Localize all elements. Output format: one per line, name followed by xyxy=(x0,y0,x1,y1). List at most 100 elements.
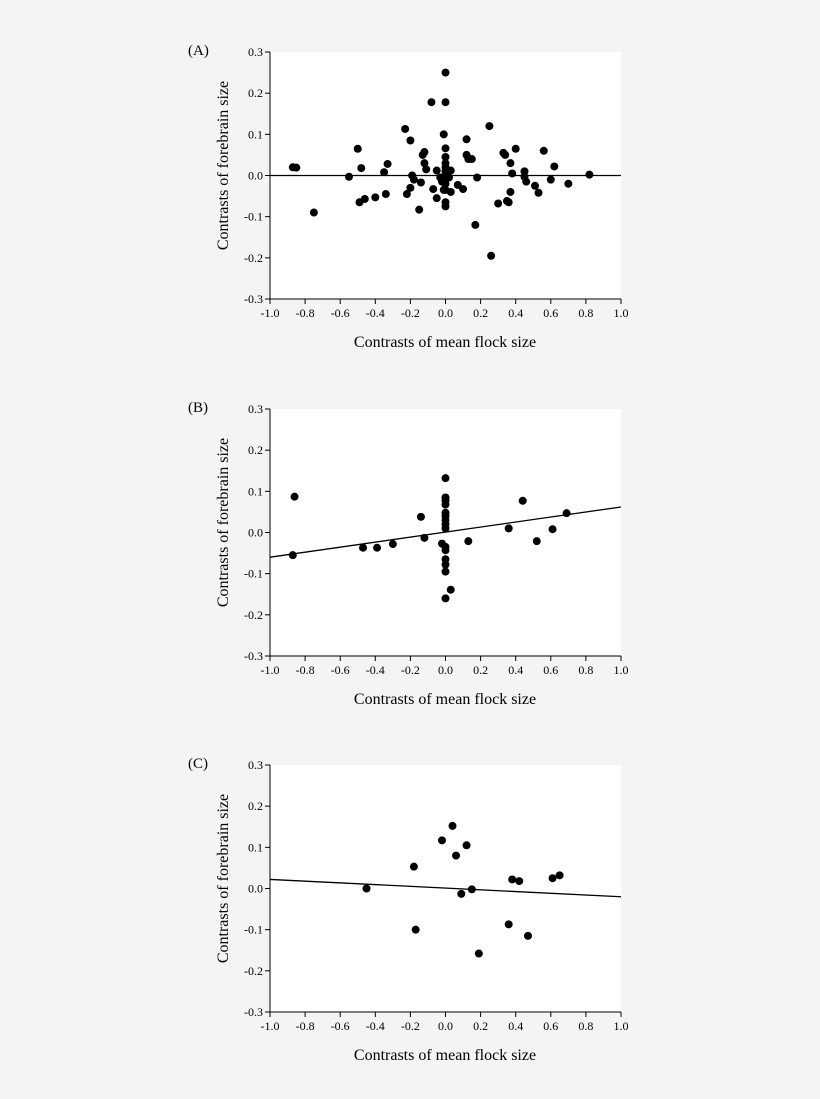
x-axis-label: Contrasts of mean flock size xyxy=(354,1047,536,1064)
data-point xyxy=(420,159,429,168)
x-tick-label: 0.8 xyxy=(578,1019,593,1033)
y-tick-label: -0.3 xyxy=(244,292,263,306)
data-point xyxy=(406,183,415,192)
x-tick-label: 0.2 xyxy=(473,306,488,320)
data-point xyxy=(446,166,455,175)
y-tick-label: -0.2 xyxy=(244,251,263,265)
y-tick-label: -0.2 xyxy=(244,964,263,978)
x-tick-label: 0.4 xyxy=(508,663,523,677)
x-tick-label: -1.0 xyxy=(261,1019,280,1033)
data-point xyxy=(506,187,515,196)
data-point xyxy=(359,543,368,552)
data-point xyxy=(380,168,389,177)
x-tick-label: -0.4 xyxy=(366,663,385,677)
data-point xyxy=(467,885,476,894)
data-point xyxy=(457,889,466,898)
y-tick-label: 0.3 xyxy=(248,45,263,59)
data-point xyxy=(548,874,557,883)
x-tick-label: 0.4 xyxy=(508,306,523,320)
data-point xyxy=(474,949,483,958)
x-tick-label: -0.6 xyxy=(331,306,350,320)
data-point xyxy=(416,178,425,187)
data-point xyxy=(448,821,457,830)
x-tick-label: -0.2 xyxy=(401,1019,420,1033)
data-point xyxy=(441,98,450,107)
data-point xyxy=(462,841,471,850)
x-tick-label: 0.2 xyxy=(473,663,488,677)
data-point xyxy=(371,193,380,202)
data-point xyxy=(564,179,573,188)
data-point xyxy=(290,492,299,501)
x-tick-label: 0.6 xyxy=(543,1019,558,1033)
x-tick-label: -0.2 xyxy=(401,663,420,677)
data-point xyxy=(548,525,557,534)
x-axis-label: Contrasts of mean flock size xyxy=(354,334,536,351)
x-tick-label: 1.0 xyxy=(614,306,629,320)
x-tick-label: 0.2 xyxy=(473,1019,488,1033)
data-point xyxy=(388,540,397,549)
data-point xyxy=(360,194,369,203)
y-axis-label: Contrasts of forebrain size xyxy=(215,794,232,963)
data-point xyxy=(494,199,503,208)
y-tick-label: -0.1 xyxy=(244,567,263,581)
x-tick-label: 0.0 xyxy=(438,663,453,677)
data-point xyxy=(416,512,425,521)
x-tick-label: -0.4 xyxy=(366,1019,385,1033)
data-point xyxy=(562,509,571,518)
data-point xyxy=(555,871,564,880)
panel-a: 0.3 0.2 0.1 0.0 -0.1 -0.2 -0.3-1.0 -0.8 -0.6 -0.4… xyxy=(188,43,629,351)
data-point xyxy=(353,144,362,153)
data-point xyxy=(441,202,450,211)
x-tick-label: -1.0 xyxy=(261,663,280,677)
panel-label: (C) xyxy=(188,756,208,772)
panel-label: (B) xyxy=(188,400,208,416)
data-point xyxy=(534,188,543,197)
data-point xyxy=(487,251,496,260)
x-tick-label: -0.2 xyxy=(401,306,420,320)
data-point xyxy=(452,851,461,860)
data-point xyxy=(446,585,455,594)
data-point xyxy=(504,920,513,929)
data-point xyxy=(464,537,473,546)
x-tick-label: 0.8 xyxy=(578,663,593,677)
data-point xyxy=(441,68,450,77)
data-point xyxy=(439,130,448,139)
y-tick-label: 0.0 xyxy=(248,526,263,540)
data-point xyxy=(422,165,431,174)
data-point xyxy=(344,172,353,181)
data-point xyxy=(362,884,371,893)
data-point xyxy=(550,162,559,171)
data-point xyxy=(373,543,382,552)
data-point xyxy=(402,190,411,199)
data-point xyxy=(432,194,441,203)
y-tick-label: -0.2 xyxy=(244,608,263,622)
data-point xyxy=(473,173,482,182)
y-tick-label: 0.1 xyxy=(248,840,263,854)
data-point xyxy=(409,862,418,871)
data-point xyxy=(429,185,438,194)
data-point xyxy=(420,533,429,542)
data-point xyxy=(523,931,532,940)
x-tick-label: -0.8 xyxy=(296,663,315,677)
data-point xyxy=(508,169,517,178)
x-tick-label: 0.6 xyxy=(543,306,558,320)
x-tick-label: -0.8 xyxy=(296,306,315,320)
y-tick-label: -0.3 xyxy=(244,1005,263,1019)
data-point xyxy=(427,98,436,107)
x-tick-label: 0.0 xyxy=(438,1019,453,1033)
data-point xyxy=(502,197,511,206)
data-point xyxy=(441,546,450,555)
data-point xyxy=(309,208,318,217)
y-tick-label: -0.1 xyxy=(244,923,263,937)
data-point xyxy=(415,205,424,214)
data-point xyxy=(532,537,541,546)
data-point xyxy=(441,474,450,483)
data-point xyxy=(518,496,527,505)
data-point xyxy=(504,524,513,533)
x-tick-label: 0.0 xyxy=(438,306,453,320)
x-axis-label: Contrasts of mean flock size xyxy=(354,691,536,708)
y-tick-label: 0.2 xyxy=(248,86,263,100)
x-tick-label: 0.4 xyxy=(508,1019,523,1033)
panel-c: 0.3 0.2 0.1 0.0 -0.1 -0.2 -0.3-1.0 -0.8 -0.6 -0.4… xyxy=(188,756,629,1064)
data-point xyxy=(511,144,520,153)
